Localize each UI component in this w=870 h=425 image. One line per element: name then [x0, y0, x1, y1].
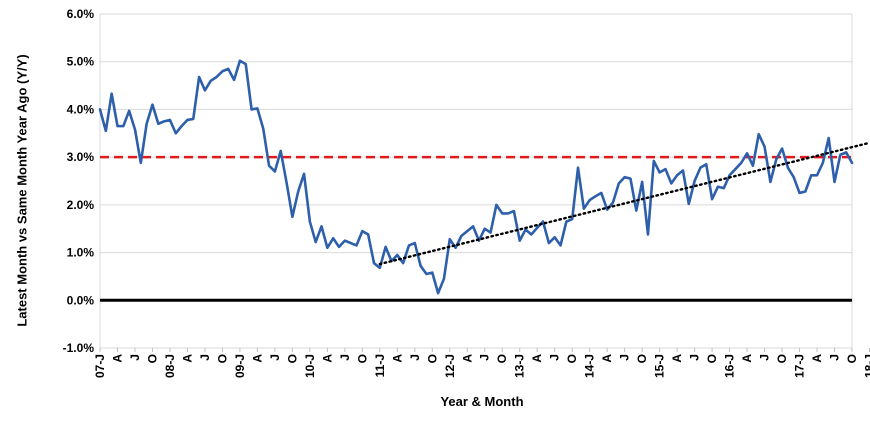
- x-tick-label: 07-J: [93, 354, 107, 378]
- x-tick-label: A: [460, 354, 474, 363]
- x-tick-label: J: [688, 354, 702, 361]
- x-tick-label: J: [128, 354, 142, 361]
- x-tick-label: A: [390, 354, 404, 363]
- x-tick-label: J: [618, 354, 632, 361]
- x-tick-label: O: [285, 354, 299, 363]
- series-line: [98, 59, 854, 295]
- y-tick-label: 2.0%: [67, 198, 95, 212]
- x-tick-label: 08-J: [163, 354, 177, 378]
- x-tick-label: J: [828, 354, 842, 361]
- y-axis-title-text: Latest Month vs Same Month Year Ago (Y/Y…: [14, 53, 30, 327]
- x-tick-label: J: [198, 354, 212, 361]
- x-tick-label: O: [355, 354, 369, 363]
- x-tick-label: A: [320, 354, 334, 363]
- x-tick-label: O: [565, 354, 579, 363]
- x-tick-label: J: [548, 354, 562, 361]
- x-tick-label: O: [845, 354, 859, 363]
- x-tick-label: O: [145, 354, 159, 363]
- x-tick-label: A: [180, 354, 194, 363]
- y-tick-label: 0.0%: [67, 293, 95, 307]
- y-axis-title: Latest Month vs Same Month Year Ago (Y/Y…: [10, 30, 34, 350]
- x-tick-label: O: [775, 354, 789, 363]
- x-tick-label: J: [758, 354, 772, 361]
- x-tick-label: 16-J: [723, 354, 737, 378]
- x-tick-label: 12-J: [443, 354, 457, 378]
- trendline: [378, 141, 870, 266]
- x-tick-label: 15-J: [653, 354, 667, 378]
- x-tick-label: A: [740, 354, 754, 363]
- x-tick-label: O: [705, 354, 719, 363]
- x-tick-label: 13-J: [513, 354, 527, 378]
- x-tick-label: 14-J: [583, 354, 597, 378]
- y-tick-label: 1.0%: [67, 246, 95, 260]
- x-tick-label: J: [268, 354, 282, 361]
- x-tick-label: O: [425, 354, 439, 363]
- y-tick-label: -1.0%: [63, 341, 95, 355]
- x-tick-label: 10-J: [303, 354, 317, 378]
- x-axis-title: Year & Month: [440, 394, 524, 409]
- x-tick-label: 18-J: [862, 354, 870, 378]
- x-tick-label: A: [110, 354, 124, 363]
- x-tick-label: 17-J: [793, 354, 807, 378]
- x-tick-label: O: [495, 354, 509, 363]
- x-tick-label: J: [478, 354, 492, 361]
- y-tick-label: 4.0%: [67, 102, 95, 116]
- x-tick-label: 11-J: [373, 354, 387, 377]
- y-tick-label: 5.0%: [67, 55, 95, 69]
- x-tick-label: O: [635, 354, 649, 363]
- x-tick-label: A: [810, 354, 824, 363]
- x-tick-label: J: [408, 354, 422, 361]
- x-tick-label: A: [670, 354, 684, 363]
- x-tick-label: O: [215, 354, 229, 363]
- x-tick-label: A: [250, 354, 264, 363]
- x-tick-label: A: [530, 354, 544, 363]
- y-tick-label: 3.0%: [67, 150, 95, 164]
- y-tick-label: 6.0%: [67, 7, 95, 21]
- x-tick-label: J: [338, 354, 352, 361]
- x-tick-label: 09-J: [233, 354, 247, 378]
- x-tick-label: A: [600, 354, 614, 363]
